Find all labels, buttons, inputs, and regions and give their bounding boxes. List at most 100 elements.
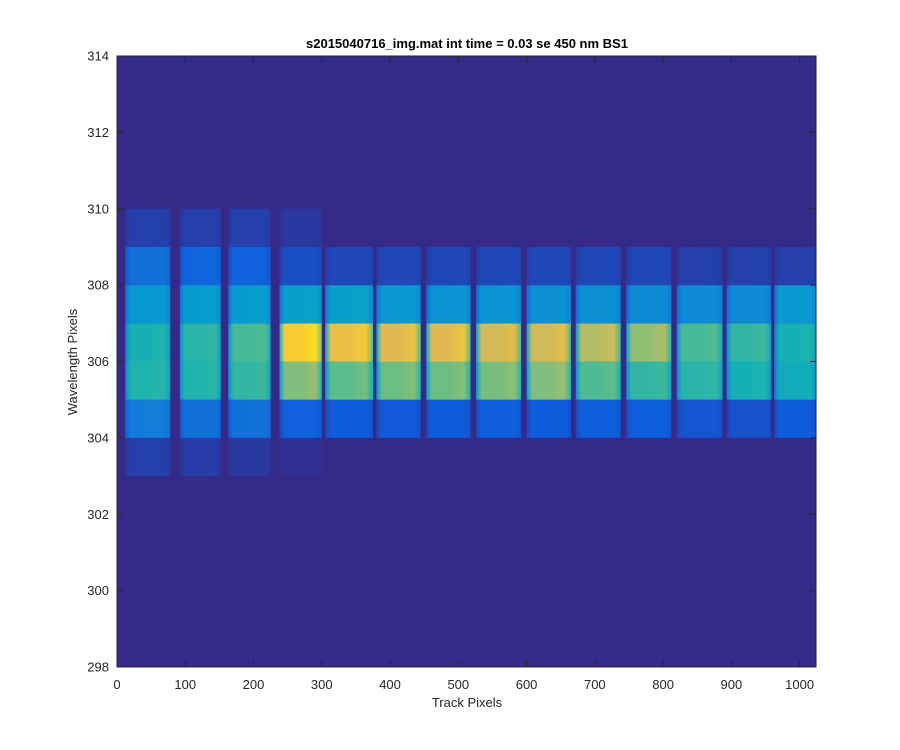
y-tick-label: 308 — [87, 278, 109, 293]
heatmap-cell-row1-seg0 — [125, 399, 171, 438]
x-tick-label: 300 — [311, 677, 333, 692]
x-tick-label: 0 — [113, 677, 120, 692]
heatmap-cell-row5-seg9 — [575, 246, 621, 286]
heatmap-cell-row1-seg3 — [279, 399, 322, 438]
heatmap-cell-row5-seg1 — [179, 246, 221, 286]
heatmap-cell-row4-seg6 — [426, 285, 471, 324]
heatmap-cell-row5-seg11 — [676, 246, 723, 286]
heatmap-cell-row4-seg2 — [228, 285, 271, 324]
heatmap-cell-row5-seg7 — [476, 246, 522, 286]
heatmap-cell-row3-seg4 — [325, 323, 373, 362]
y-axis-label: Wavelength Pixels — [65, 308, 80, 415]
heatmap-cell-row2-seg3 — [279, 361, 322, 400]
heatmap-cell-row3-seg0 — [125, 323, 171, 362]
heatmap-cell-row3-seg7 — [476, 323, 522, 362]
heatmap-cell-row1-seg1 — [179, 399, 221, 438]
heatmap-cell-row2-seg8 — [526, 361, 571, 400]
heatmap-cell-row0-seg0 — [125, 437, 171, 477]
heatmap-cell-row1-seg10 — [626, 399, 672, 438]
heatmap-cell-row4-seg1 — [179, 285, 221, 324]
heatmap-cell-row2-seg2 — [228, 361, 271, 400]
heatmap-cell-row1-seg4 — [325, 399, 373, 438]
x-tick-label: 1000 — [785, 677, 814, 692]
heatmap-cell-row3-seg11 — [676, 323, 723, 362]
heatmap-cell-row4-seg9 — [575, 285, 621, 324]
heatmap-cell-row2-seg0 — [125, 361, 171, 400]
heatmap-cell-row4-seg11 — [676, 285, 723, 324]
heatmap-cell-row5-seg3 — [279, 246, 322, 286]
chart-title: s2015040716_img.mat int time = 0.03 se 4… — [306, 36, 628, 51]
heatmap-cell-row1-seg2 — [228, 399, 271, 438]
heatmap-cell-row0-seg3 — [279, 437, 322, 477]
x-tick-label: 600 — [516, 677, 538, 692]
x-axis-label: Track Pixels — [432, 695, 503, 710]
heatmap-cell-row3-seg3 — [279, 323, 322, 362]
heatmap-cell-row6-seg1 — [179, 208, 221, 247]
heatmap-cell-row1-seg12 — [726, 399, 771, 438]
heatmap-cell-row4-seg0 — [125, 285, 171, 324]
y-tick-label: 298 — [87, 660, 109, 675]
heatmap-cell-row5-seg5 — [376, 246, 421, 286]
heatmap-cell-row1-seg8 — [526, 399, 571, 438]
heatmap-cell-row4-seg4 — [325, 285, 373, 324]
y-tick-label: 312 — [87, 125, 109, 140]
heatmap-cell-row2-seg11 — [676, 361, 723, 400]
heatmap-cell-row6-seg3 — [279, 208, 322, 247]
heatmap-cell-row4-seg5 — [376, 285, 421, 324]
heatmap-cell-row3-seg12 — [726, 323, 771, 362]
heatmap-cell-row4-seg8 — [526, 285, 571, 324]
heatmap-cell-row2-seg5 — [376, 361, 421, 400]
heatmap-cell-row4-seg3 — [279, 285, 322, 324]
x-tick-label: 700 — [584, 677, 606, 692]
heatmap-cell-row1-seg7 — [476, 399, 522, 438]
y-tick-label: 304 — [87, 430, 109, 445]
heatmap-cell-row6-seg2 — [228, 208, 271, 247]
heatmap-cell-row5-seg13 — [774, 246, 816, 286]
heatmap-cell-row5-seg12 — [726, 246, 771, 286]
x-tick-label: 900 — [721, 677, 743, 692]
heatmap-cell-row0-seg2 — [228, 437, 271, 477]
heatmap-cell-row5-seg10 — [626, 246, 672, 286]
heatmap-cell-row3-seg1 — [179, 323, 221, 362]
heatmap-cell-row2-seg9 — [575, 361, 621, 400]
heatmap-cell-row4-seg10 — [626, 285, 672, 324]
heatmap-cell-row2-seg1 — [179, 361, 221, 400]
heatmap-cell-row1-seg6 — [426, 399, 471, 438]
heatmap-cell-row1-seg9 — [575, 399, 621, 438]
heatmap-cell-row2-seg4 — [325, 361, 373, 400]
heatmap-cell-row2-seg12 — [726, 361, 771, 400]
x-tick-label: 400 — [379, 677, 401, 692]
heatmap-cell-row1-seg13 — [774, 399, 816, 438]
y-tick-label: 302 — [87, 507, 109, 522]
heatmap-cell-row1-seg5 — [376, 399, 421, 438]
heatmap-cell-row3-seg6 — [426, 323, 471, 362]
x-tick-label: 800 — [652, 677, 674, 692]
heatmap-cell-row5-seg6 — [426, 246, 471, 286]
heatmap-cell-row3-seg13 — [774, 323, 816, 362]
x-tick-label: 100 — [174, 677, 196, 692]
heatmap-cell-row6-seg0 — [125, 208, 171, 247]
heatmap-cell-row1-seg11 — [676, 399, 723, 438]
heatmap-cell-row2-seg6 — [426, 361, 471, 400]
x-tick-label: 500 — [447, 677, 469, 692]
heatmap-cell-row4-seg13 — [774, 285, 816, 324]
y-tick-label: 306 — [87, 354, 109, 369]
heatmap-cell-row3-seg2 — [228, 323, 271, 362]
heatmap-cell-row2-seg13 — [774, 361, 816, 400]
heatmap-cell-row3-seg5 — [376, 323, 421, 362]
heatmap-cell-row3-seg9 — [575, 323, 621, 362]
heatmap-cell-row0-seg1 — [179, 437, 221, 477]
heatmap-cell-row2-seg10 — [626, 361, 672, 400]
y-tick-label: 314 — [87, 49, 109, 64]
heatmap-cell-row2-seg7 — [476, 361, 522, 400]
y-tick-label: 300 — [87, 583, 109, 598]
x-tick-label: 200 — [243, 677, 265, 692]
heatmap-cell-row5-seg2 — [228, 246, 271, 286]
heatmap-cell-row4-seg7 — [476, 285, 522, 324]
heatmap-cell-row3-seg10 — [626, 323, 672, 362]
heatmap-cell-row3-seg8 — [526, 323, 571, 362]
heatmap-cell-row5-seg0 — [125, 246, 171, 286]
heatmap-cell-row4-seg12 — [726, 285, 771, 324]
heatmap-cell-row5-seg8 — [526, 246, 571, 286]
